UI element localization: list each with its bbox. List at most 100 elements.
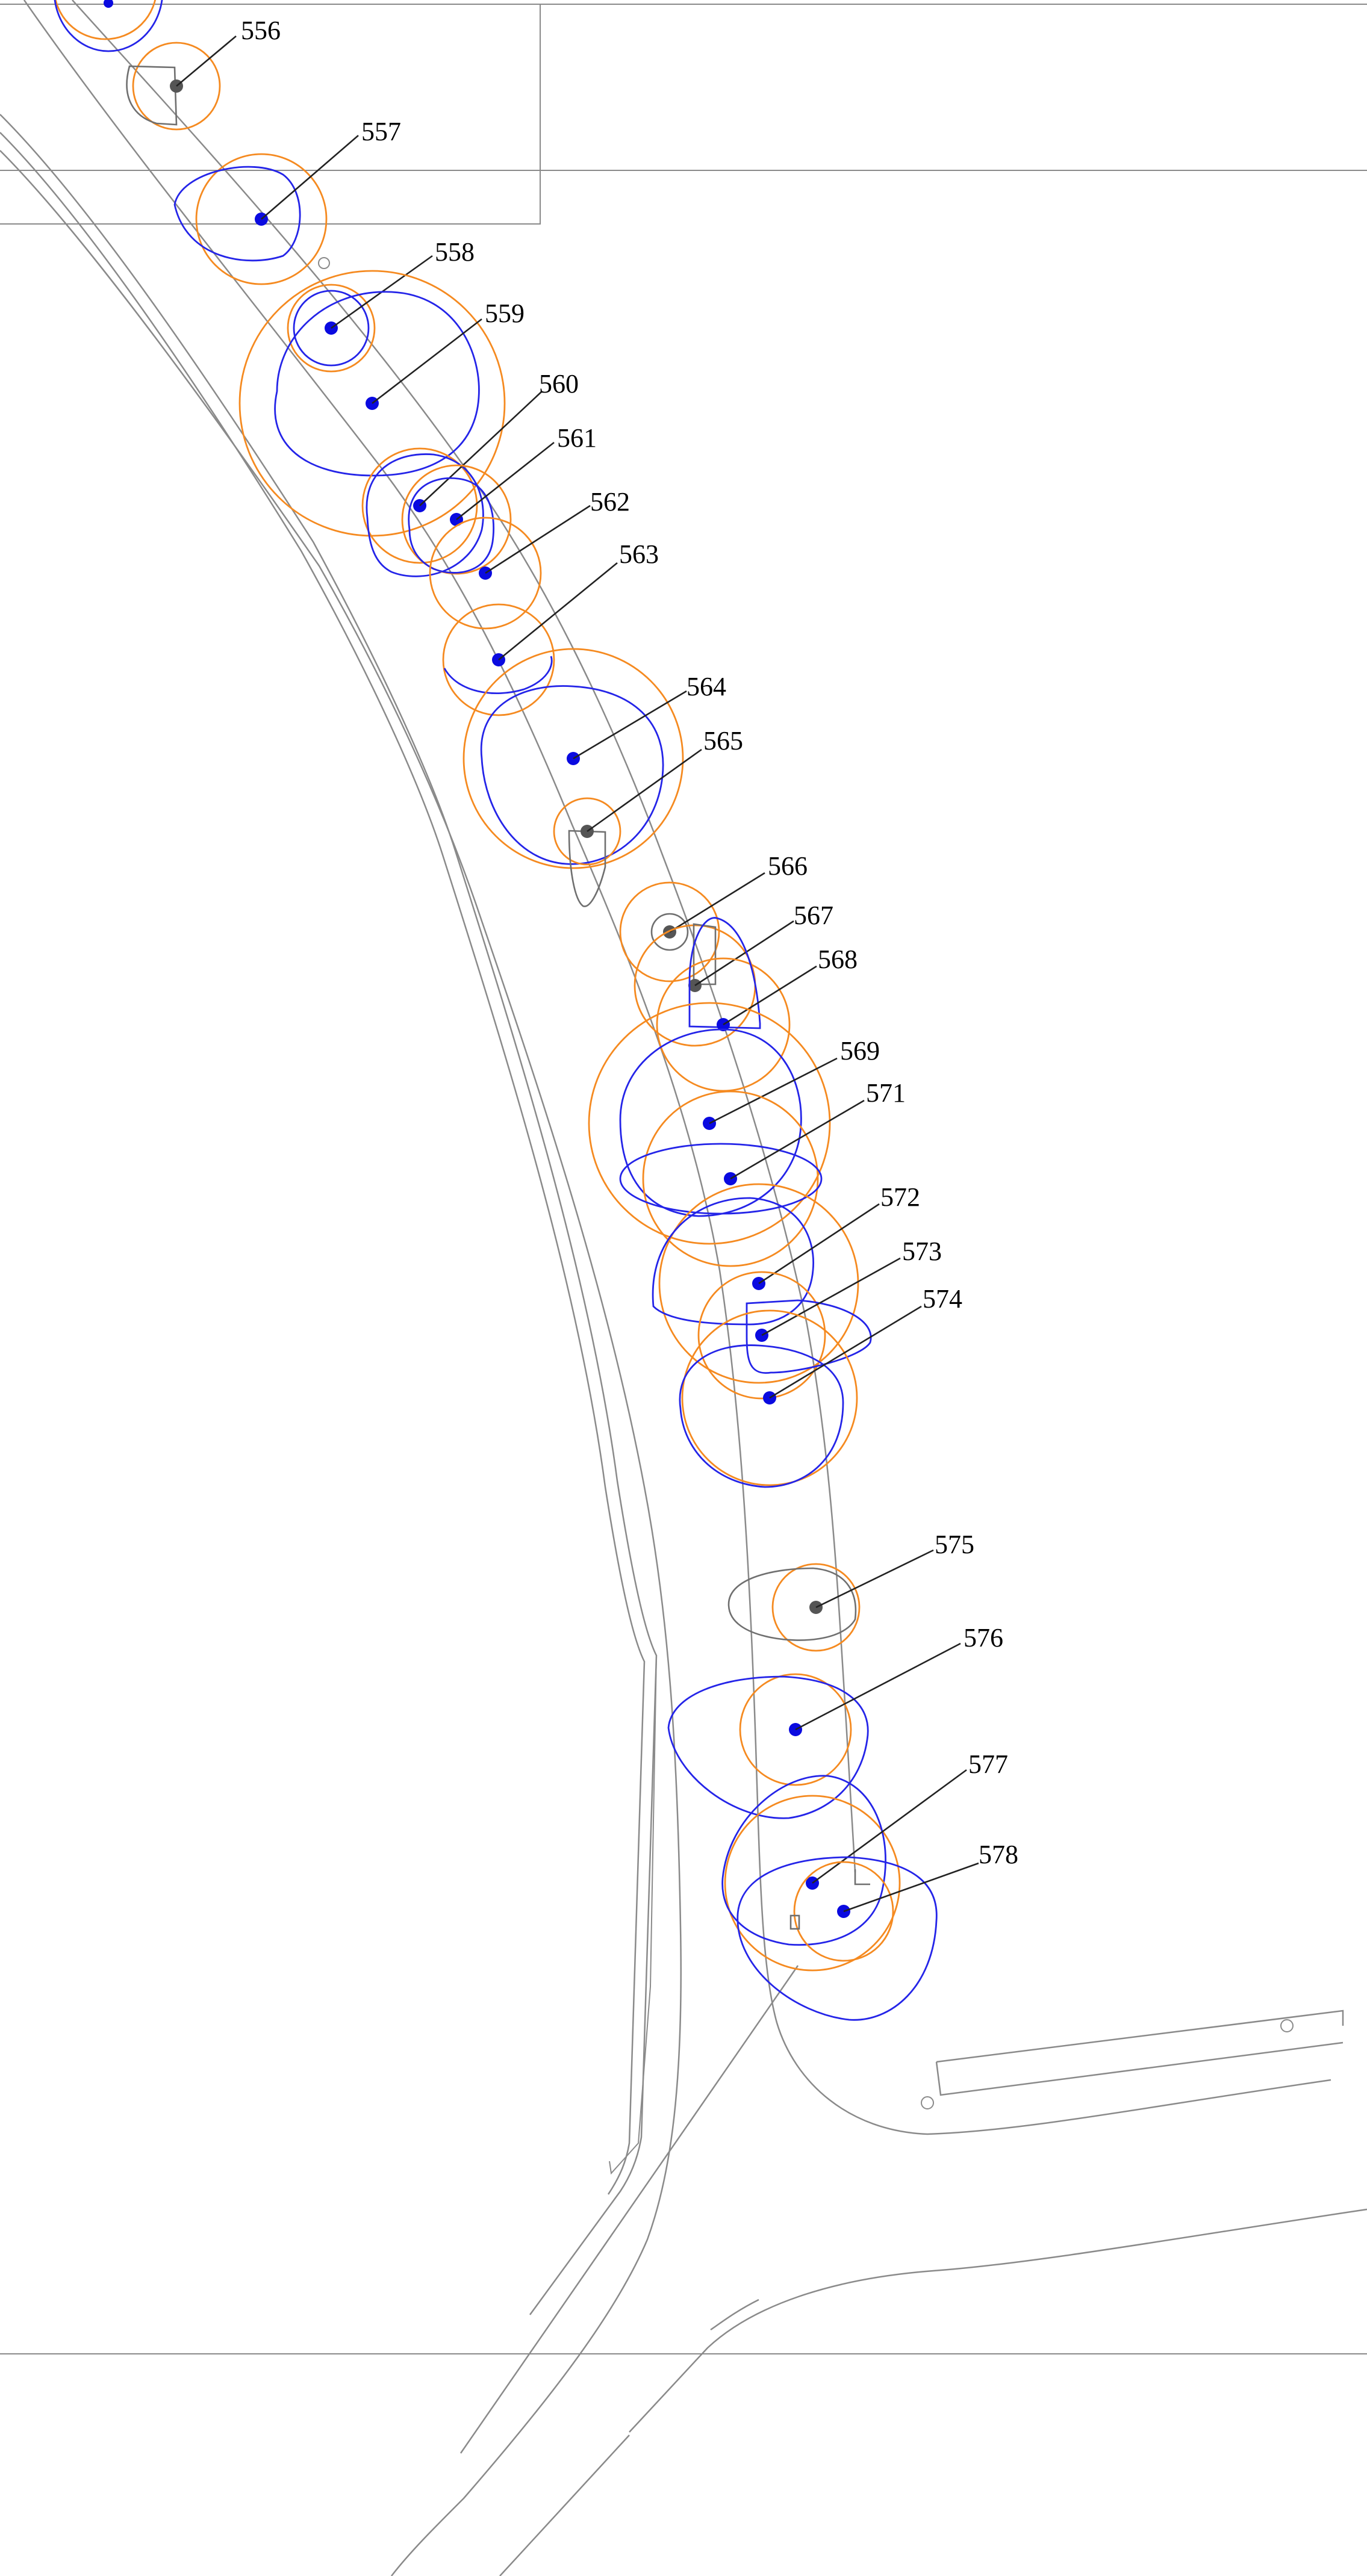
tree-number-label: 576 — [964, 1623, 1003, 1653]
post-circle — [318, 257, 330, 269]
crown-circle — [588, 1002, 831, 1245]
root-zone — [293, 290, 370, 367]
tree-number-label: 565 — [703, 726, 743, 756]
root-zone — [746, 1299, 872, 1374]
root-zone — [366, 453, 484, 577]
leader-line — [587, 748, 702, 833]
leader-line — [761, 1257, 901, 1336]
crown-circle — [401, 464, 512, 575]
tree-575: 575 — [727, 1530, 974, 1652]
crown-circle — [442, 603, 555, 716]
tree-number-label: 571 — [866, 1078, 906, 1108]
crown-circle — [697, 1271, 826, 1400]
kerb-box-2 — [935, 2041, 1344, 2096]
tree-number-label: 561 — [557, 423, 597, 453]
crown-circle — [658, 1183, 859, 1384]
tree-565: 565 — [553, 726, 743, 907]
tree-number-label: 563 — [619, 539, 659, 569]
surveyed-outline — [854, 1869, 870, 1885]
crown-circle — [724, 1795, 901, 1972]
crown-circle — [656, 957, 791, 1092]
crown-circle — [429, 517, 542, 630]
leader-line — [730, 1099, 865, 1180]
tree-number-label: 569 — [840, 1036, 880, 1066]
tree-573: 573 — [697, 1237, 942, 1400]
tree-number-label: 567 — [794, 901, 833, 930]
crown-circle — [681, 1309, 858, 1486]
path-edge-left — [23, 0, 1331, 2135]
surveyed-outline — [650, 913, 689, 951]
kerb-box — [936, 2010, 1344, 2063]
leader-line — [843, 1862, 979, 1913]
leader-line — [815, 1549, 934, 1609]
root-zone — [619, 1028, 802, 1217]
surveyed-outline — [693, 923, 717, 985]
root-zone — [688, 917, 761, 1029]
tree-marker — [104, 0, 113, 8]
leader-line — [372, 318, 482, 405]
root-zone — [54, 0, 163, 52]
road-edge-bottom-2 — [710, 2298, 759, 2331]
leader-line — [485, 504, 591, 574]
leader-line — [669, 872, 765, 933]
crown-circle — [739, 1673, 852, 1786]
road-edge-outer-3 — [609, 1655, 657, 2175]
tree-563: 563 — [442, 539, 659, 716]
tree-number-label: 578 — [979, 1840, 1018, 1869]
root-zone — [736, 1856, 938, 2021]
tree-559: 559 — [238, 270, 525, 537]
surveyed-outline — [789, 1914, 800, 1930]
crown-circle — [132, 42, 221, 131]
tree-576: 576 — [667, 1623, 1003, 1819]
leader-line — [723, 965, 817, 1026]
tree-560: 560 — [361, 369, 579, 577]
leader-line — [694, 920, 794, 987]
tree-number-label: 560 — [539, 369, 579, 399]
leader-line — [812, 1769, 967, 1884]
tree-577: 577 — [721, 1749, 1008, 1972]
tree-572: 572 — [652, 1182, 920, 1384]
tree-number-label: 564 — [687, 672, 726, 701]
footpath-diagonal — [459, 1965, 799, 2454]
crown-circle — [642, 1090, 819, 1267]
tree-568: 568 — [656, 917, 858, 1092]
leader-line — [176, 36, 237, 87]
root-zone — [173, 166, 301, 262]
tree-number-label: 577 — [968, 1749, 1008, 1779]
tree-557: 557 — [173, 117, 401, 285]
road-edge-outer-1 — [0, 114, 658, 2315]
trees: 556 557 558 559 — [54, 0, 1018, 2021]
tree-number-label: 566 — [768, 851, 808, 881]
crown-circle — [287, 284, 376, 373]
tree-number-label: 557 — [361, 117, 401, 146]
crown-circle — [361, 447, 478, 564]
tree-571: 571 — [619, 1078, 906, 1267]
road-curve-bottom — [629, 2208, 1367, 2433]
crown-circle — [793, 1861, 894, 1962]
leader-line — [498, 562, 618, 661]
leader-line — [795, 1642, 961, 1731]
crown-circle — [462, 648, 684, 869]
tree-564: 564 — [462, 648, 726, 869]
crown-circle — [771, 1563, 861, 1652]
road-edge-inner — [0, 150, 682, 2576]
leader-line — [419, 391, 543, 506]
crown-circle — [195, 153, 328, 285]
tree-569: 569 — [588, 1002, 880, 1245]
leader-line — [758, 1203, 880, 1285]
root-zone — [619, 1143, 823, 1215]
road-line-bottom-3 — [499, 2435, 630, 2576]
crown-circle — [553, 797, 621, 866]
crown-circle — [54, 0, 157, 40]
bollard-circle — [921, 2096, 934, 2109]
root-zone — [652, 1197, 814, 1326]
leader-line — [261, 135, 359, 220]
crown-circle — [619, 881, 720, 982]
tree-574: 574 — [679, 1284, 962, 1488]
root-zone — [274, 291, 480, 477]
root-zone — [667, 1675, 869, 1819]
tree-number-label: 575 — [935, 1530, 974, 1559]
leader-line — [769, 1305, 922, 1399]
